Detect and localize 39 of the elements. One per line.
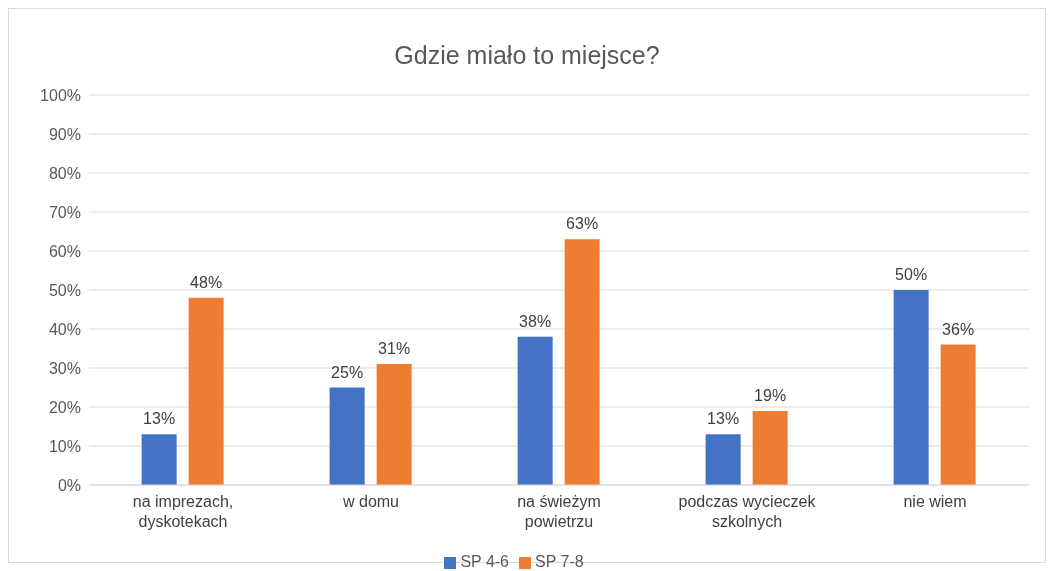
data-label: 31% — [378, 340, 411, 358]
data-label: 25% — [331, 363, 364, 381]
legend-label: SP 7-8 — [535, 553, 584, 570]
bar — [564, 239, 600, 485]
y-tick-label: 80% — [48, 164, 81, 182]
x-tick-label: podczas wycieczek szkolnych — [678, 493, 817, 530]
data-label: 38% — [519, 312, 552, 330]
bar — [141, 434, 177, 485]
bar — [893, 290, 929, 485]
x-tick-label: na imprezach, dyskotekach — [132, 493, 234, 530]
chart-title: Gdzie miało to miejsce? — [393, 41, 661, 71]
bar — [705, 434, 741, 485]
y-tick-label: 40% — [48, 320, 81, 338]
x-tick-label: na świeżym powietrzu — [517, 493, 601, 530]
y-tick-label: 10% — [48, 437, 81, 455]
bar — [376, 364, 412, 485]
y-tick-label: 60% — [48, 242, 81, 260]
y-tick-label: 100% — [40, 86, 81, 104]
data-label: 63% — [566, 215, 599, 233]
bar — [752, 410, 788, 485]
bar — [329, 387, 365, 485]
x-tick-label: w domu — [341, 493, 400, 510]
data-label: 50% — [895, 266, 928, 283]
data-label: 19% — [754, 386, 787, 404]
data-label: 36% — [942, 320, 975, 338]
y-tick-label: 20% — [48, 398, 81, 416]
x-tick-label: nie wiem — [903, 493, 967, 510]
y-tick-label: 50% — [48, 281, 81, 299]
data-label: 48% — [190, 273, 223, 291]
y-tick-label: 70% — [48, 203, 81, 221]
y-tick-label: 0% — [57, 476, 81, 494]
y-tick-label: 90% — [48, 125, 81, 143]
bar — [940, 344, 976, 485]
bar — [517, 336, 553, 485]
legend-label: SP 4-6 — [460, 553, 509, 570]
bar — [188, 297, 224, 485]
data-label: 13% — [707, 410, 740, 428]
y-tick-label: 30% — [48, 359, 81, 377]
data-label: 13% — [143, 410, 176, 428]
